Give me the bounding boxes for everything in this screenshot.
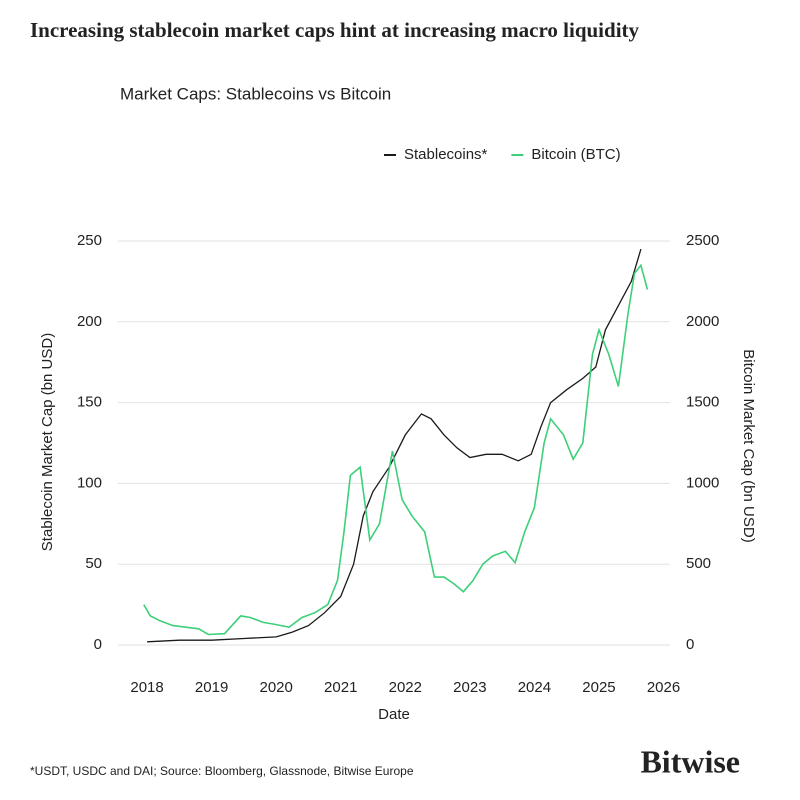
- y2-tick-label: 1000: [686, 474, 719, 491]
- line-series: [143, 263, 649, 636]
- x-tick-label: 2023: [453, 679, 486, 696]
- y2-tick-label: 500: [686, 555, 711, 572]
- x-tick-label: 2022: [389, 679, 422, 696]
- y2-axis-label: Bitcoin Market Cap (bn USD): [740, 349, 757, 542]
- page-title: Increasing stablecoin market caps hint a…: [30, 18, 640, 42]
- y2-tick-label: 1500: [686, 394, 719, 411]
- line-series: [147, 248, 642, 643]
- x-tick-label: 2026: [647, 679, 680, 696]
- brand-logo: Bitwise: [640, 743, 740, 779]
- y-tick-label: 200: [77, 313, 102, 330]
- y-axis-label: Stablecoin Market Cap (bn USD): [39, 333, 56, 551]
- y-tick-label: 0: [94, 636, 102, 653]
- y-tick-label: 150: [77, 394, 102, 411]
- y2-tick-label: 2000: [686, 313, 719, 330]
- x-tick-label: 2019: [195, 679, 228, 696]
- x-tick-label: 2024: [518, 679, 551, 696]
- y2-tick-label: 0: [686, 636, 694, 653]
- y2-tick-label: 2500: [686, 232, 719, 249]
- footnote: *USDT, USDC and DAI; Source: Bloomberg, …: [30, 764, 414, 778]
- chart-title: Market Caps: Stablecoins vs Bitcoin: [120, 84, 391, 103]
- y-tick-label: 100: [77, 474, 102, 491]
- x-tick-label: 2025: [582, 679, 615, 696]
- y-tick-label: 250: [77, 232, 102, 249]
- legend-label: Bitcoin (BTC): [531, 146, 620, 163]
- x-tick-label: 2020: [259, 679, 292, 696]
- legend-label: Stablecoins*: [404, 146, 488, 163]
- x-axis-label: Date: [378, 706, 410, 723]
- x-tick-label: 2021: [324, 679, 357, 696]
- y-tick-label: 50: [85, 555, 102, 572]
- x-tick-label: 2018: [130, 679, 163, 696]
